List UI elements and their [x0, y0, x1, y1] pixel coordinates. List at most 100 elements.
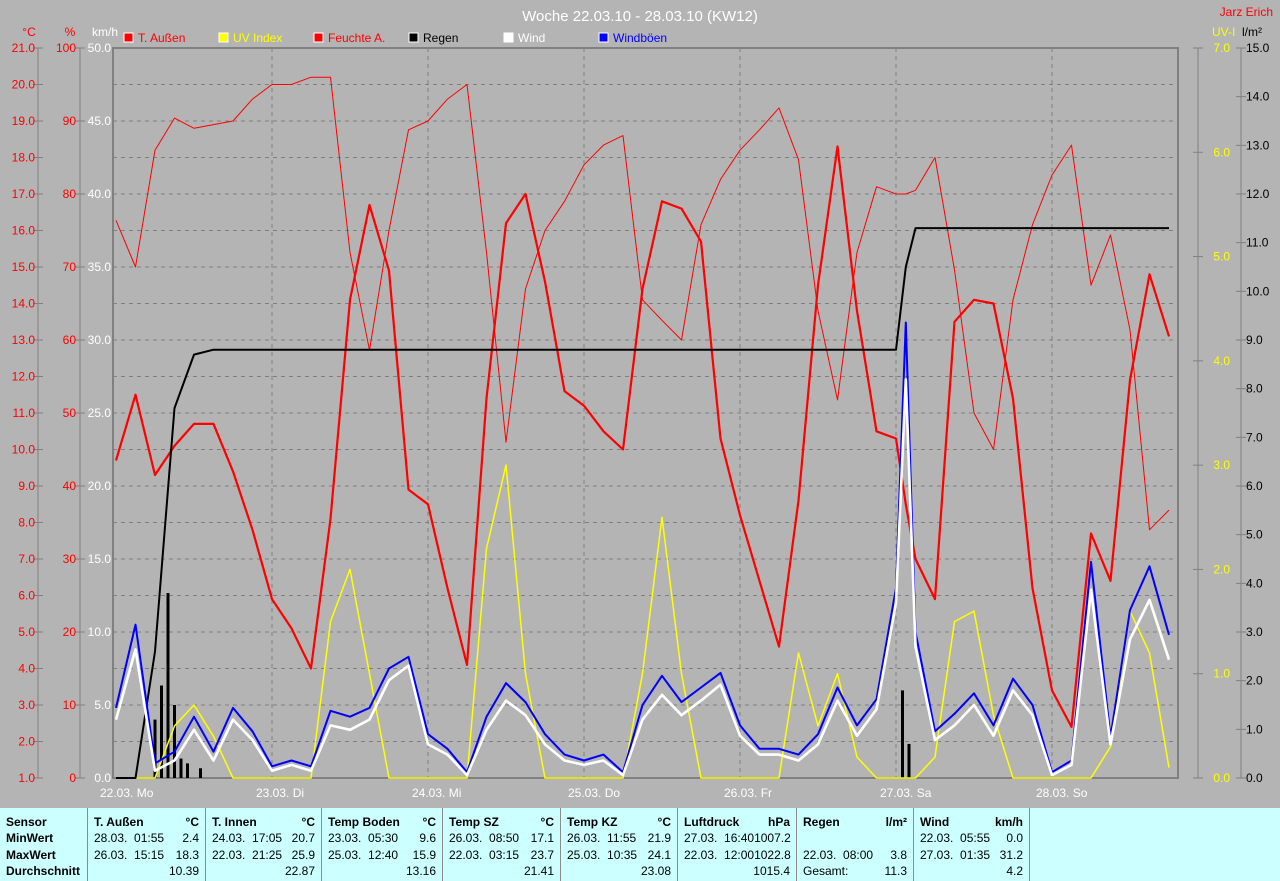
wind-tick-label: 10.0 [88, 625, 112, 639]
table-row: MaxWert [6, 847, 81, 863]
table-row: 4.2 [920, 863, 1023, 879]
table-header: Regen l/m² [803, 814, 907, 830]
table-row: 26.03. 11:55 21.9 [567, 830, 671, 846]
row-value: 2.4 [182, 831, 199, 846]
column-unit: °C [301, 815, 315, 829]
temp-tick-label: 16.0 [12, 224, 36, 238]
legend-swatch [218, 32, 229, 43]
rain-bar [907, 743, 911, 778]
uv-tick-label: 6.0 [1213, 145, 1230, 159]
rain-tick-label: 3.0 [1246, 625, 1263, 639]
row-time: 25.03. 10:35 [567, 847, 638, 862]
table-column: T. Außen °C 28.03. 01:55 2.4 26.03. 15:15 18.… [88, 808, 206, 881]
temp-tick-label: 10.0 [12, 443, 36, 457]
row-value: 18.3 [175, 847, 199, 862]
legend-label: T. Außen [138, 31, 185, 45]
column-unit: °C [657, 815, 671, 829]
row-value: 21.9 [647, 831, 671, 846]
table-column: T. Innen °C 24.03. 17:05 20.7 22.03. 21:25 25… [206, 808, 322, 881]
author-label: Jarz Erich [1220, 5, 1273, 19]
legend-label: Feuchte A. [328, 31, 385, 45]
table-row: 23.03. 05:30 9.6 [328, 830, 436, 846]
hum-tick-label: 20 [63, 625, 77, 639]
table-row: 22.87 [212, 863, 315, 879]
temp-tick-label: 9.0 [18, 479, 35, 493]
temp-tick-label: 2.0 [18, 735, 35, 749]
table-header: Sensor [6, 814, 81, 830]
legend-label: UV Index [233, 31, 282, 45]
column-unit: km/h [994, 815, 1023, 829]
table-column: Temp KZ °C 26.03. 11:55 21.9 25.03. 10:35 24.… [561, 808, 678, 881]
temp-tick-label: 5.0 [18, 625, 35, 639]
row-time: 22.03. 05:55 [920, 831, 991, 846]
temp-tick-label: 7.0 [18, 552, 35, 566]
rain-tick-label: 14.0 [1246, 90, 1270, 104]
hum-tick-label: 70 [63, 260, 77, 274]
row-value: 11.3 [884, 863, 907, 878]
row-time: MinWert [6, 831, 54, 846]
uv-axis-unit: UV-I [1212, 25, 1235, 39]
table-column: Regen l/m² 22.03. 08:00 3.8 Gesamt: 11.3 [797, 808, 914, 881]
legend-label: Windböen [613, 31, 667, 45]
legend-swatch [123, 32, 134, 43]
rain-tick-label: 6.0 [1246, 479, 1263, 493]
statistics-table: Sensor MinWert MaxWert Durchschnitt T. Außen… [0, 808, 1280, 881]
wind-tick-label: 0.0 [94, 771, 111, 785]
rain-bar [173, 705, 176, 778]
uv-tick-label: 1.0 [1213, 667, 1230, 681]
rain-tick-label: 15.0 [1246, 41, 1270, 55]
temp-tick-label: 4.0 [18, 662, 35, 676]
row-time: 27.03. 01:35 [920, 847, 991, 862]
row-value: 24.1 [647, 847, 671, 862]
row-value: 17.1 [530, 831, 554, 846]
table-row: 22.03. 12:00 1022.8 [684, 847, 791, 863]
row-time: 22.03. 03:15 [449, 847, 520, 862]
row-time: 26.03. 08:50 [449, 831, 520, 846]
wind-tick-label: 45.0 [88, 114, 112, 128]
row-time: 26.03. 15:15 [94, 847, 165, 862]
column-unit: l/m² [885, 815, 907, 829]
rain-tick-label: 0.0 [1246, 771, 1263, 785]
table-row: 22.03. 08:00 3.8 [803, 847, 907, 863]
temp-tick-label: 20.0 [12, 78, 36, 92]
rain-tick-label: 2.0 [1246, 674, 1263, 688]
hum-tick-label: 60 [63, 333, 77, 347]
column-unit: °C [540, 815, 554, 829]
temp-tick-label: 18.0 [12, 151, 36, 165]
x-tick-label: 26.03. Fr [724, 786, 772, 800]
series-t-außen [114, 145, 1171, 729]
chart-title: Woche 22.03.10 - 28.03.10 (KW12) [522, 8, 758, 25]
hum-tick-label: 10 [63, 698, 77, 712]
rain-tick-label: 5.0 [1246, 528, 1263, 542]
column-title: Luftdruck [684, 815, 740, 829]
row-value: 0.0 [1006, 831, 1023, 846]
rain-tick-label: 8.0 [1246, 382, 1263, 396]
series-uv-index [116, 464, 1170, 779]
column-title: Temp SZ [449, 815, 499, 829]
temp-tick-label: 6.0 [18, 589, 35, 603]
table-row: MinWert [6, 830, 81, 846]
table-row: 25.03. 12:40 15.9 [328, 847, 436, 863]
rain-bar [160, 685, 163, 778]
x-tick-label: 27.03. Sa [880, 786, 932, 800]
wind-tick-label: 25.0 [88, 406, 112, 420]
table-header: Temp Boden °C [328, 814, 436, 830]
table-column: Temp SZ °C 26.03. 08:50 17.1 22.03. 03:15 23.… [443, 808, 561, 881]
temp-tick-label: 17.0 [12, 187, 36, 201]
row-value: 31.2 [999, 847, 1023, 862]
row-time: 22.03. 08:00 [803, 847, 874, 862]
table-row: Gesamt: 11.3 [803, 863, 907, 879]
rain-bar [166, 593, 170, 778]
row-value: 25.9 [291, 847, 315, 862]
temp-tick-label: 13.0 [12, 333, 36, 347]
row-time: 28.03. 01:55 [94, 831, 165, 846]
uv-tick-label: 5.0 [1213, 250, 1230, 264]
row-time: Durchschnitt [6, 863, 81, 878]
x-tick-label: 25.03. Do [568, 786, 620, 800]
wind-tick-label: 35.0 [88, 260, 112, 274]
hum-tick-label: 100 [56, 41, 76, 55]
table-row: 25.03. 10:35 24.1 [567, 847, 671, 863]
weather-chart: Woche 22.03.10 - 28.03.10 (KW12) Jarz Er… [12, 5, 1273, 800]
table-row: 27.03. 01:35 31.2 [920, 847, 1023, 863]
hum-axis-unit: % [65, 25, 76, 39]
